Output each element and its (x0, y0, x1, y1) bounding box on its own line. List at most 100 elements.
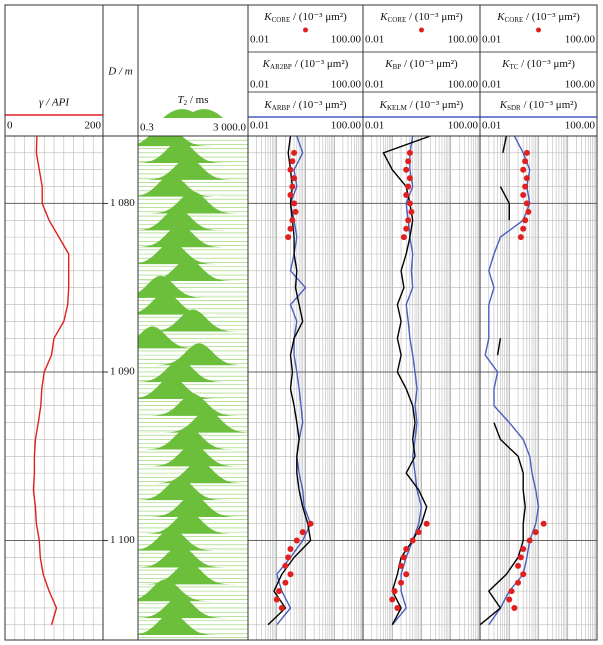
axis-label: KAR2BP / (10⁻³ μm²) (262, 58, 349, 71)
axis-label: γ / API (39, 97, 70, 109)
core-point (515, 562, 522, 569)
t2-spectrum (138, 393, 248, 416)
t2-spectrum (138, 309, 248, 332)
t2-spectrum (138, 326, 248, 349)
label-symbol: K (262, 58, 271, 70)
core-point (299, 529, 306, 536)
core-point (517, 554, 524, 561)
core-point (511, 604, 518, 611)
core-point (276, 588, 283, 595)
t2-spectrum (138, 511, 248, 534)
core-point (406, 200, 413, 207)
label-unit: / (10⁻³ μm²) (292, 58, 349, 70)
axis-label: KCORE / (10⁻³ μm²) (496, 11, 580, 24)
axis-label: KCORE / (10⁻³ μm²) (379, 11, 463, 24)
core-point (398, 562, 405, 569)
core-point (522, 183, 529, 190)
x-tick-label: 100.00 (331, 79, 362, 91)
core-point (520, 166, 527, 173)
label-unit: / (10⁻³ μm²) (523, 11, 580, 23)
t2-spectrum (138, 157, 248, 180)
x-tick-label: 0.01 (250, 79, 269, 91)
core-point (285, 554, 292, 561)
core-point (405, 183, 412, 190)
axis-label: D / m (107, 66, 133, 78)
core-point (291, 175, 298, 182)
label-symbol: K (379, 11, 388, 23)
core-point (415, 529, 422, 536)
label-unit: / (10⁻³ μm²) (290, 11, 347, 23)
t2-spectrum (138, 528, 248, 551)
x-tick-label: 100.00 (565, 34, 596, 46)
label-subscript: ARBP (272, 104, 290, 112)
core-point (285, 234, 292, 241)
core-point (394, 604, 401, 611)
core-point (287, 166, 294, 173)
label-symbol: K (384, 58, 393, 70)
x-tick-label: 0.01 (365, 79, 384, 91)
x-tick-label: 100.00 (448, 34, 479, 46)
core-point (525, 208, 532, 215)
core-point (292, 208, 299, 215)
label-symbol: K (499, 99, 508, 111)
t2-spectrum (138, 174, 248, 197)
label-symbol: K (263, 99, 272, 111)
x-tick-label: 100.00 (448, 79, 479, 91)
legend-marker (419, 27, 424, 33)
core-point (389, 596, 396, 603)
label-symbol: T (177, 94, 184, 106)
core-point (532, 529, 539, 536)
core-point (523, 200, 530, 207)
core-point (540, 520, 547, 527)
frame (4, 4, 598, 641)
core-point (520, 571, 527, 578)
curve (32, 136, 70, 625)
core-point (506, 596, 513, 603)
x-tick-label: 0.01 (482, 34, 501, 46)
core-point (508, 588, 515, 595)
core-point (403, 166, 410, 173)
curve (276, 136, 312, 626)
core-point (293, 537, 300, 544)
x-tick-label: 200 (85, 120, 102, 132)
core-point (289, 158, 296, 165)
label-subscript: KELM (387, 104, 408, 112)
core-point (278, 604, 285, 611)
label-unit: / (10⁻³ μm²) (518, 58, 575, 70)
label-subscript: CORE (505, 16, 524, 24)
core-point (403, 191, 410, 198)
core-point (291, 149, 298, 156)
x-tick-label: 0.01 (250, 120, 269, 132)
label-unit: / (10⁻³ μm²) (406, 11, 463, 23)
label-subscript: CORE (388, 16, 407, 24)
axis-label: KKELM / (10⁻³ μm²) (379, 99, 464, 112)
core-point (398, 579, 405, 586)
t2-spectrum (138, 461, 248, 484)
y-tick-label: 1 080 (110, 197, 135, 209)
curve (480, 136, 526, 626)
label-subscript: AR2BP (270, 63, 292, 71)
core-point (408, 208, 415, 215)
label-symbol: K (501, 58, 510, 70)
t2-spectrum (138, 494, 248, 517)
x-tick-label: 0 (7, 120, 13, 132)
axis-label: KARBP / (10⁻³ μm²) (263, 99, 346, 112)
core-point (520, 225, 527, 232)
core-point (522, 217, 529, 224)
core-point (289, 217, 296, 224)
t2-spectrum (138, 191, 248, 214)
y-tick-label: 1 100 (110, 534, 135, 546)
t2-spectrum (138, 360, 248, 383)
core-point (400, 234, 407, 241)
core-point (403, 571, 410, 578)
label-subscript: SDR (507, 104, 521, 112)
core-point (287, 545, 294, 552)
core-point (403, 225, 410, 232)
x-tick-label: 3 000.0 (213, 122, 247, 134)
core-point (406, 175, 413, 182)
core-point (515, 579, 522, 586)
t2-spectrum (138, 225, 248, 248)
label-subscript: TC (509, 63, 518, 71)
label-unit: / (10⁻³ μm²) (401, 58, 458, 70)
core-point (409, 537, 416, 544)
